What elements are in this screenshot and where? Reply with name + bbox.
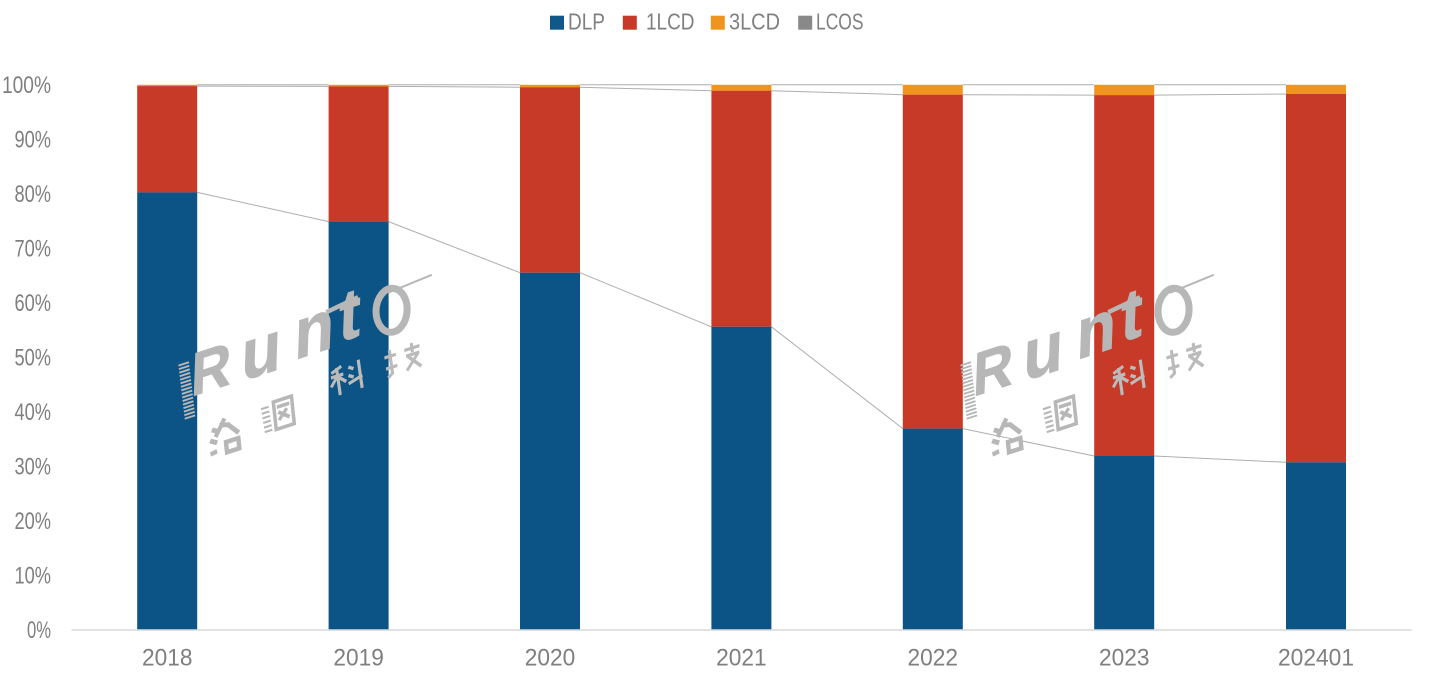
svg-text:90%: 90% <box>15 127 52 154</box>
svg-text:30%: 30% <box>15 454 52 481</box>
svg-text:40%: 40% <box>15 399 52 426</box>
svg-text:60%: 60% <box>15 290 52 317</box>
svg-text:80%: 80% <box>15 181 52 208</box>
svg-text:50%: 50% <box>15 345 52 372</box>
svg-text:202401: 202401 <box>1278 645 1354 672</box>
svg-text:1LCD: 1LCD <box>646 9 695 35</box>
svg-text:10%: 10% <box>15 563 52 590</box>
svg-text:2021: 2021 <box>716 645 767 672</box>
svg-text:0%: 0% <box>27 617 51 644</box>
svg-text:DLP: DLP <box>568 9 605 35</box>
svg-text:70%: 70% <box>15 236 52 263</box>
svg-text:2022: 2022 <box>908 645 959 672</box>
svg-text:2019: 2019 <box>333 645 384 672</box>
svg-text:2020: 2020 <box>525 645 576 672</box>
svg-text:2023: 2023 <box>1099 645 1150 672</box>
svg-text:LCOS: LCOS <box>816 9 864 35</box>
svg-text:20%: 20% <box>15 508 52 535</box>
svg-text:100%: 100% <box>2 72 51 99</box>
svg-text:2018: 2018 <box>142 645 193 672</box>
svg-text:3LCD: 3LCD <box>729 9 780 35</box>
